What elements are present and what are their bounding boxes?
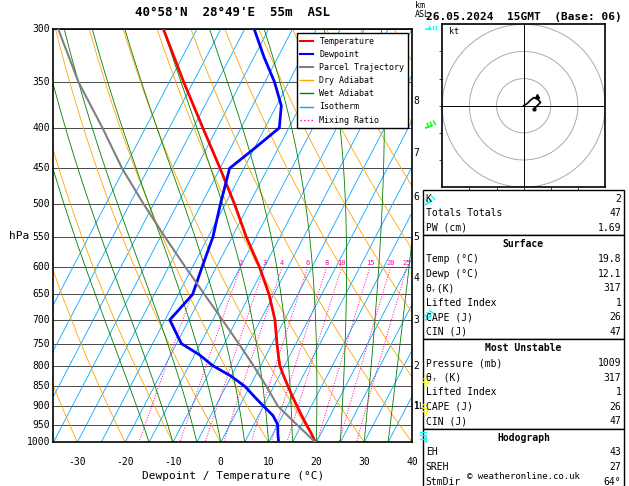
Text: 1: 1 [200, 260, 204, 266]
Text: CIN (J): CIN (J) [426, 417, 467, 426]
Text: 2: 2 [616, 194, 621, 204]
Text: 400: 400 [32, 123, 50, 133]
Text: Dewp (°C): Dewp (°C) [426, 269, 479, 278]
Text: -30: -30 [69, 457, 86, 467]
Legend: Temperature, Dewpoint, Parcel Trajectory, Dry Adiabat, Wet Adiabat, Isotherm, Mi: Temperature, Dewpoint, Parcel Trajectory… [297, 34, 408, 128]
Text: 0: 0 [218, 457, 224, 467]
Text: 3: 3 [414, 315, 420, 325]
Text: 4: 4 [280, 260, 284, 266]
Text: 1: 1 [616, 298, 621, 308]
Text: 8: 8 [414, 96, 420, 106]
Text: 317: 317 [604, 283, 621, 293]
Text: 40: 40 [406, 457, 418, 467]
Text: 6: 6 [306, 260, 310, 266]
Text: 4: 4 [414, 273, 420, 283]
Text: 43: 43 [610, 448, 621, 457]
Text: 15: 15 [365, 260, 374, 266]
Text: 64°: 64° [604, 477, 621, 486]
Text: SREH: SREH [426, 462, 449, 472]
Text: 30: 30 [359, 457, 370, 467]
Text: StmDir: StmDir [426, 477, 461, 486]
Text: θᵣ (K): θᵣ (K) [426, 373, 461, 382]
Text: 600: 600 [32, 262, 50, 272]
Text: 300: 300 [32, 24, 50, 34]
Text: Lifted Index: Lifted Index [426, 298, 496, 308]
Text: 1000: 1000 [26, 437, 50, 447]
Text: 40°58'N  28°49'E  55m  ASL: 40°58'N 28°49'E 55m ASL [135, 6, 330, 19]
Text: 3: 3 [262, 260, 267, 266]
Text: 12.1: 12.1 [598, 269, 621, 278]
Text: 2: 2 [414, 361, 420, 371]
Text: 1: 1 [414, 401, 420, 411]
Text: 8: 8 [325, 260, 329, 266]
Text: Surface: Surface [503, 240, 544, 249]
Text: Most Unstable: Most Unstable [485, 344, 562, 353]
Text: Hodograph: Hodograph [497, 433, 550, 443]
Text: CAPE (J): CAPE (J) [426, 312, 473, 322]
Text: 550: 550 [32, 232, 50, 242]
Text: 950: 950 [32, 419, 50, 430]
Text: 26: 26 [610, 402, 621, 412]
Text: 1009: 1009 [598, 358, 621, 368]
Text: 500: 500 [32, 199, 50, 209]
Text: -20: -20 [116, 457, 134, 467]
Text: 20: 20 [311, 457, 322, 467]
Text: 2: 2 [238, 260, 243, 266]
Text: 900: 900 [32, 401, 50, 411]
Text: 850: 850 [32, 382, 50, 392]
Text: 20: 20 [386, 260, 395, 266]
Text: km
ASL: km ASL [415, 1, 430, 19]
Text: 7: 7 [414, 148, 420, 157]
Text: 27: 27 [610, 462, 621, 472]
Text: 1: 1 [616, 387, 621, 397]
Text: K: K [426, 194, 431, 204]
Text: Lifted Index: Lifted Index [426, 387, 496, 397]
Text: EH: EH [426, 448, 438, 457]
Text: kt: kt [449, 28, 459, 36]
Text: 1.69: 1.69 [598, 223, 621, 233]
Text: 1LCL: 1LCL [414, 401, 434, 411]
Text: 5: 5 [414, 232, 420, 242]
Text: PW (cm): PW (cm) [426, 223, 467, 233]
Text: 700: 700 [32, 315, 50, 325]
Text: hPa: hPa [9, 231, 29, 241]
Text: Temp (°C): Temp (°C) [426, 254, 479, 264]
Text: CAPE (J): CAPE (J) [426, 402, 473, 412]
Text: 10: 10 [263, 457, 274, 467]
Text: 19.8: 19.8 [598, 254, 621, 264]
Text: Totals Totals: Totals Totals [426, 208, 502, 218]
Text: 6: 6 [414, 192, 420, 203]
Text: 26.05.2024  15GMT  (Base: 06): 26.05.2024 15GMT (Base: 06) [426, 12, 621, 22]
Text: 47: 47 [610, 208, 621, 218]
Text: θᵣ(K): θᵣ(K) [426, 283, 455, 293]
Text: Dewpoint / Temperature (°C): Dewpoint / Temperature (°C) [142, 471, 324, 481]
Text: 25: 25 [403, 260, 411, 266]
Text: 750: 750 [32, 339, 50, 348]
Text: 10: 10 [338, 260, 346, 266]
Text: 450: 450 [32, 163, 50, 174]
Text: CIN (J): CIN (J) [426, 327, 467, 337]
Text: 650: 650 [32, 290, 50, 299]
Text: © weatheronline.co.uk: © weatheronline.co.uk [467, 472, 580, 481]
Text: 47: 47 [610, 327, 621, 337]
Text: Pressure (mb): Pressure (mb) [426, 358, 502, 368]
Text: 317: 317 [604, 373, 621, 382]
Text: 47: 47 [610, 417, 621, 426]
Text: 800: 800 [32, 361, 50, 371]
Text: -10: -10 [164, 457, 182, 467]
Text: 26: 26 [610, 312, 621, 322]
Text: Mixing Ratio (g/kg): Mixing Ratio (g/kg) [443, 205, 452, 308]
Text: 350: 350 [32, 77, 50, 87]
